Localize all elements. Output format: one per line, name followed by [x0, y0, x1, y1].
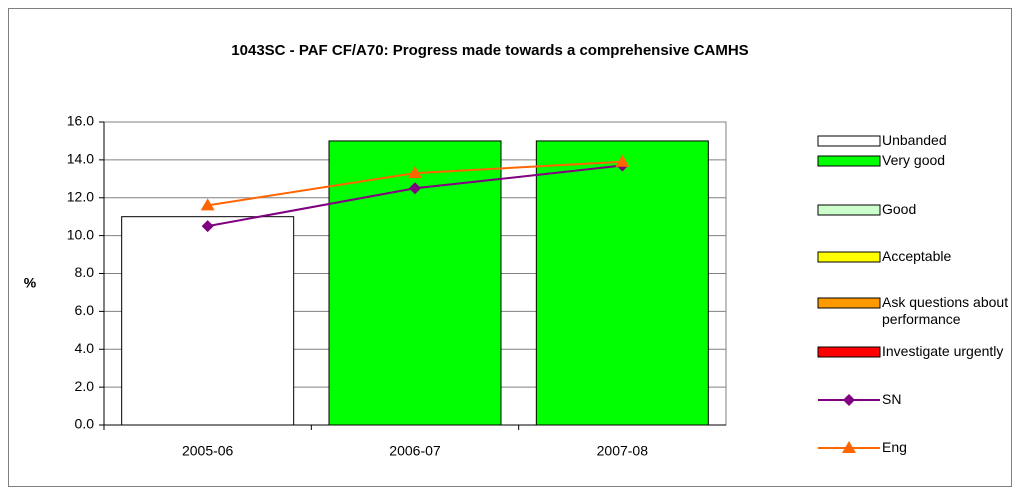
legend-label: Acceptable — [882, 248, 952, 264]
legend-swatch — [817, 204, 881, 216]
bar — [121, 216, 295, 426]
legend-label: SN — [882, 391, 902, 407]
y-tick-label: 8.0 — [75, 264, 95, 280]
line-marker — [615, 154, 630, 167]
line-marker — [409, 182, 421, 195]
y-tick-label: 0.0 — [75, 416, 95, 432]
y-tick-label: 14.0 — [67, 151, 94, 167]
legend-marker — [842, 441, 856, 453]
legend-label: Good — [882, 201, 917, 217]
line-marker — [408, 166, 422, 179]
y-tick-label: 4.0 — [75, 340, 95, 356]
line-marker — [200, 198, 215, 211]
legend-marker — [843, 394, 855, 406]
legend-swatch — [817, 135, 881, 147]
line-marker — [201, 220, 214, 233]
legend-label: Ask questions about performance — [882, 294, 1009, 327]
x-tick-label: 2005-06 — [182, 443, 234, 459]
y-tick-label: 2.0 — [75, 378, 95, 394]
bar — [535, 140, 709, 426]
legend-label: Unbanded — [882, 132, 947, 148]
x-tick-label: 2007-08 — [597, 443, 649, 459]
y-tick-label: 6.0 — [75, 302, 95, 318]
legend-swatch — [817, 346, 881, 358]
legend-swatch — [817, 251, 881, 263]
x-tick-label: 2006-07 — [389, 443, 441, 459]
y-tick-label: 16.0 — [67, 113, 94, 129]
y-axis-label: % — [24, 275, 37, 291]
legend-label: Eng — [882, 439, 907, 455]
legend-swatch — [817, 155, 881, 167]
legend-label: Very good — [882, 152, 946, 168]
chart-title: 1043SC - PAF CF/A70: Progress made towar… — [231, 42, 748, 59]
legend-label: Investigate urgently — [882, 343, 1004, 359]
y-tick-label: 12.0 — [67, 188, 94, 204]
legend-swatch — [817, 297, 881, 309]
y-tick-label: 10.0 — [67, 226, 94, 242]
